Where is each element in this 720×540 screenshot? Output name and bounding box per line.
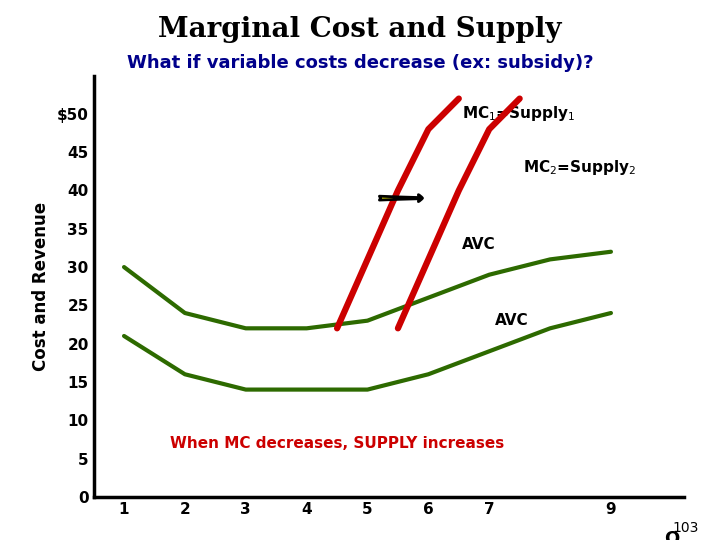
Text: MC$_2$=Supply$_2$: MC$_2$=Supply$_2$: [523, 158, 636, 177]
Y-axis label: Cost and Revenue: Cost and Revenue: [32, 201, 50, 371]
Text: Q: Q: [665, 530, 680, 540]
Text: AVC: AVC: [495, 313, 529, 328]
Text: AVC: AVC: [462, 237, 495, 252]
Text: 103: 103: [672, 521, 698, 535]
Text: Marginal Cost and Supply: Marginal Cost and Supply: [158, 16, 562, 43]
Text: MC$_1$=Supply$_1$: MC$_1$=Supply$_1$: [462, 104, 575, 124]
Text: What if variable costs decrease (ex: subsidy)?: What if variable costs decrease (ex: sub…: [127, 54, 593, 72]
Text: When MC decreases, SUPPLY increases: When MC decreases, SUPPLY increases: [170, 436, 504, 451]
